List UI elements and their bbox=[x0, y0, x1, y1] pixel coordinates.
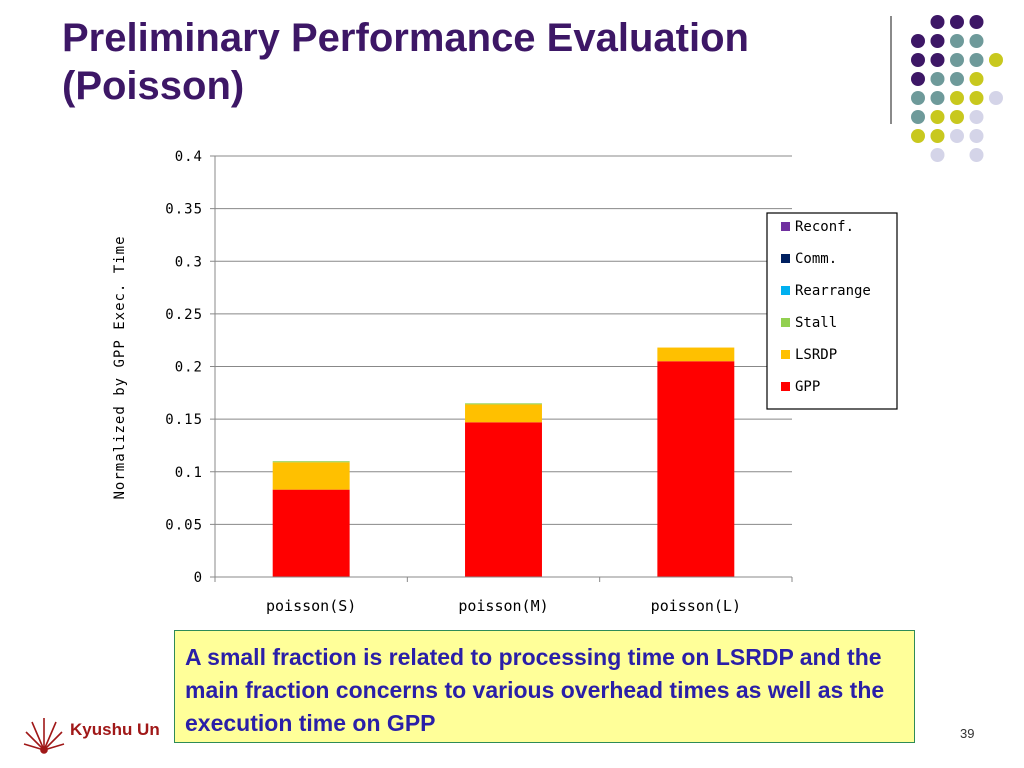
decorative-dot bbox=[969, 148, 984, 162]
bar-segment-stall bbox=[465, 403, 542, 405]
legend-label: Comm. bbox=[795, 251, 837, 267]
decorative-dot bbox=[930, 15, 945, 29]
decorative-dot bbox=[911, 110, 925, 124]
bar-segment-lsrdp bbox=[465, 404, 542, 423]
y-tick-label: 0.3 bbox=[175, 254, 203, 270]
decorative-dot bbox=[969, 34, 984, 48]
bar-segment-gpp bbox=[272, 489, 350, 577]
decorative-dot bbox=[930, 91, 945, 105]
page-number: 39 bbox=[960, 726, 975, 741]
y-tick-label: 0.05 bbox=[165, 517, 203, 533]
decorative-dot bbox=[989, 53, 1003, 67]
university-logo-icon bbox=[23, 718, 65, 754]
legend-swatch bbox=[781, 350, 790, 359]
slide-title-line1: Preliminary Performance Evaluation bbox=[62, 16, 749, 60]
y-axis-label: Normalized by GPP Exec. Time bbox=[112, 235, 128, 499]
slide-title-line2: (Poisson) bbox=[62, 64, 245, 108]
decorative-dot bbox=[930, 110, 945, 124]
decorative-dot bbox=[989, 91, 1003, 105]
slide-title: Preliminary Performance Evaluation (Pois… bbox=[62, 14, 862, 110]
decorative-dot bbox=[950, 53, 964, 67]
legend-swatch bbox=[781, 382, 790, 391]
decorative-dot bbox=[911, 72, 925, 86]
decorative-dot bbox=[930, 72, 945, 86]
y-tick-label: 0.25 bbox=[165, 307, 203, 323]
decorative-dot bbox=[969, 53, 984, 67]
decorative-dot bbox=[930, 148, 945, 162]
stacked-bar-chart: 0 0.05 0.1 0.15 0.2 0.25 0.3 0.35 0.4 poisson(S) p… bbox=[112, 149, 898, 615]
legend-box bbox=[766, 212, 898, 410]
footer-university-name: Kyushu Un bbox=[70, 720, 160, 739]
y-tick-label: 0.1 bbox=[175, 465, 203, 481]
legend-label: Reconf. bbox=[795, 219, 854, 235]
decorative-dot bbox=[950, 129, 964, 143]
bar-segment-lsrdp bbox=[657, 347, 735, 362]
legend-label: GPP bbox=[795, 379, 820, 395]
decorative-dot bbox=[930, 129, 945, 143]
decorative-dot bbox=[950, 34, 964, 48]
x-category-label: poisson(L) bbox=[651, 597, 741, 615]
decorative-dot bbox=[950, 72, 964, 86]
y-tick-label: 0.4 bbox=[175, 149, 203, 165]
chart-bars bbox=[272, 347, 735, 577]
y-tick-label: 0.35 bbox=[165, 202, 203, 218]
bar-segment-stall bbox=[272, 461, 350, 463]
legend-label: Rearrange bbox=[795, 283, 871, 299]
legend-label: Stall bbox=[795, 315, 837, 331]
x-category-label: poisson(S) bbox=[266, 597, 356, 615]
legend-label: LSRDP bbox=[795, 347, 837, 363]
y-tick-label: 0.2 bbox=[175, 360, 203, 376]
bar-segment-gpp bbox=[657, 361, 735, 577]
legend-swatch bbox=[781, 318, 790, 327]
legend-swatch bbox=[781, 286, 790, 295]
callout-box: A small fraction is related to processin… bbox=[174, 630, 915, 743]
bar-segment-lsrdp bbox=[272, 462, 350, 490]
decorative-dot bbox=[969, 110, 984, 124]
bar-segment-gpp bbox=[465, 422, 542, 577]
y-tick-label: 0 bbox=[194, 570, 203, 586]
title-divider bbox=[890, 16, 892, 124]
decorative-dot bbox=[969, 72, 984, 86]
decorative-dot bbox=[930, 34, 945, 48]
decorative-dot bbox=[969, 129, 984, 143]
decorative-dot bbox=[969, 15, 984, 29]
legend-swatch bbox=[781, 222, 790, 231]
legend-swatch bbox=[781, 254, 790, 263]
decorative-dot bbox=[969, 91, 984, 105]
decorative-dot bbox=[911, 34, 925, 48]
x-category-label: poisson(M) bbox=[458, 597, 548, 615]
chart-axes: 0 0.05 0.1 0.15 0.2 0.25 0.3 0.35 0.4 poisson(S) p… bbox=[165, 149, 793, 615]
decorative-dot-grid bbox=[911, 15, 1003, 162]
decorative-dot bbox=[911, 91, 925, 105]
decorative-dot bbox=[950, 15, 964, 29]
decorative-dot bbox=[930, 53, 945, 67]
y-tick-label: 0.15 bbox=[165, 412, 203, 428]
chart-legend: Reconf. Comm. Rearrange Stall LSRDP GPP bbox=[766, 212, 898, 410]
decorative-dot bbox=[950, 110, 964, 124]
decorative-dot bbox=[911, 53, 925, 67]
decorative-dot bbox=[911, 129, 925, 143]
decorative-dot bbox=[950, 91, 964, 105]
